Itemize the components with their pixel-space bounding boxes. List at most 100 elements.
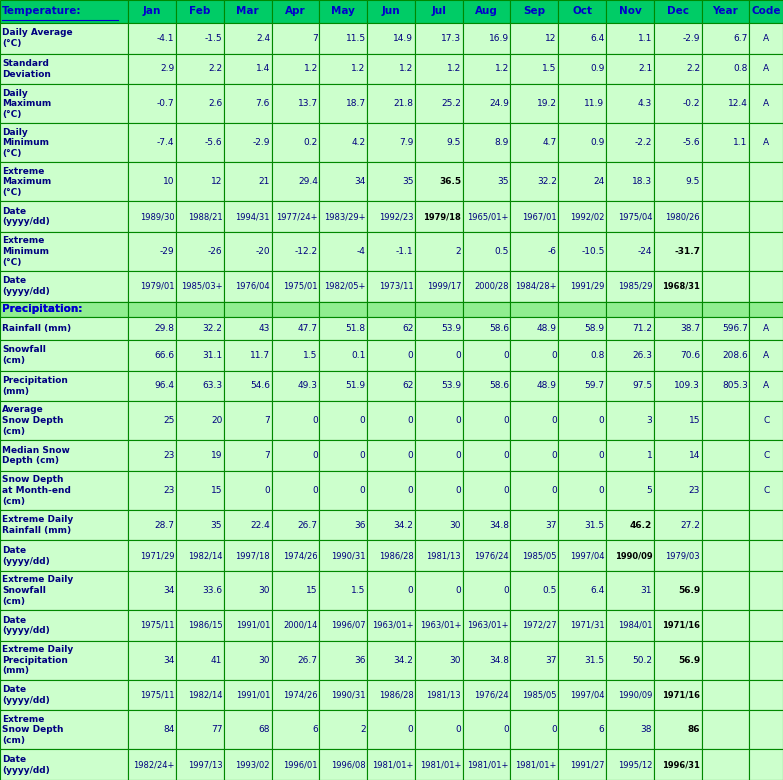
Bar bbox=[654, 401, 702, 440]
Bar bbox=[749, 541, 783, 571]
Bar bbox=[415, 640, 463, 679]
Text: 1982/14: 1982/14 bbox=[188, 690, 222, 700]
Text: 1989/30: 1989/30 bbox=[140, 212, 175, 221]
Text: 1983/29+: 1983/29+ bbox=[324, 212, 366, 221]
Bar bbox=[272, 123, 319, 162]
Text: 1996/31: 1996/31 bbox=[662, 760, 700, 769]
Text: 1995/12: 1995/12 bbox=[618, 760, 652, 769]
Bar bbox=[128, 750, 176, 780]
Text: 0.5: 0.5 bbox=[495, 247, 509, 256]
Bar bbox=[606, 302, 654, 317]
Text: 1992/02: 1992/02 bbox=[570, 212, 604, 221]
Bar bbox=[511, 640, 558, 679]
Bar bbox=[606, 271, 654, 302]
Bar bbox=[0, 271, 128, 302]
Bar bbox=[654, 370, 702, 401]
Text: 1994/31: 1994/31 bbox=[236, 212, 270, 221]
Text: Date
(yyyy/dd): Date (yyyy/dd) bbox=[2, 276, 50, 296]
Bar bbox=[0, 370, 128, 401]
Bar bbox=[654, 471, 702, 510]
Text: 1.2: 1.2 bbox=[352, 65, 366, 73]
Bar bbox=[558, 440, 606, 471]
Text: 1963/01+: 1963/01+ bbox=[372, 621, 413, 630]
Bar bbox=[463, 640, 511, 679]
Bar bbox=[224, 317, 272, 340]
Bar bbox=[654, 162, 702, 201]
Text: 4.2: 4.2 bbox=[352, 138, 366, 147]
Bar bbox=[702, 750, 749, 780]
Bar bbox=[654, 711, 702, 750]
Text: 1981/13: 1981/13 bbox=[427, 551, 461, 560]
Text: Rainfall (mm): Rainfall (mm) bbox=[2, 324, 71, 333]
Text: 1991/27: 1991/27 bbox=[570, 760, 604, 769]
Text: 30: 30 bbox=[449, 656, 461, 665]
Bar bbox=[415, 679, 463, 711]
Text: 0: 0 bbox=[503, 417, 509, 425]
Text: Date
(yyyy/dd): Date (yyyy/dd) bbox=[2, 755, 50, 775]
Bar bbox=[176, 23, 224, 54]
Text: Daily
Maximum
(°C): Daily Maximum (°C) bbox=[2, 88, 52, 119]
Text: Year: Year bbox=[713, 6, 738, 16]
Text: 14.9: 14.9 bbox=[393, 34, 413, 43]
Bar bbox=[463, 340, 511, 370]
Bar bbox=[558, 640, 606, 679]
Text: 23: 23 bbox=[163, 486, 175, 495]
Bar bbox=[0, 541, 128, 571]
Text: 2000/14: 2000/14 bbox=[283, 621, 318, 630]
Text: 51.8: 51.8 bbox=[345, 324, 366, 333]
Text: 1967/01: 1967/01 bbox=[522, 212, 557, 221]
Bar bbox=[749, 471, 783, 510]
Bar bbox=[749, 640, 783, 679]
Text: 18.3: 18.3 bbox=[632, 177, 652, 186]
Text: 7: 7 bbox=[265, 451, 270, 460]
Text: 1981/01+: 1981/01+ bbox=[420, 760, 461, 769]
Text: 0: 0 bbox=[456, 586, 461, 595]
Bar bbox=[558, 232, 606, 271]
Bar bbox=[702, 0, 749, 23]
Bar bbox=[702, 302, 749, 317]
Bar bbox=[415, 510, 463, 541]
Bar bbox=[511, 610, 558, 640]
Text: 48.9: 48.9 bbox=[536, 324, 557, 333]
Text: 0: 0 bbox=[503, 486, 509, 495]
Text: A: A bbox=[763, 34, 769, 43]
Text: -2.9: -2.9 bbox=[683, 34, 700, 43]
Bar bbox=[558, 571, 606, 610]
Bar bbox=[415, 750, 463, 780]
Text: -4.1: -4.1 bbox=[157, 34, 175, 43]
Text: 1996/01: 1996/01 bbox=[283, 760, 318, 769]
Text: 2.4: 2.4 bbox=[256, 34, 270, 43]
Bar bbox=[558, 0, 606, 23]
Bar bbox=[0, 340, 128, 370]
Text: 58.9: 58.9 bbox=[584, 324, 604, 333]
Bar bbox=[749, 571, 783, 610]
Text: C: C bbox=[763, 451, 770, 460]
Text: 1985/29: 1985/29 bbox=[618, 282, 652, 291]
Bar bbox=[463, 162, 511, 201]
Bar bbox=[511, 401, 558, 440]
Bar bbox=[224, 679, 272, 711]
Bar bbox=[367, 302, 415, 317]
Bar bbox=[224, 571, 272, 610]
Bar bbox=[176, 54, 224, 84]
Bar bbox=[176, 711, 224, 750]
Text: -6: -6 bbox=[548, 247, 557, 256]
Text: 6.4: 6.4 bbox=[590, 34, 604, 43]
Bar bbox=[0, 510, 128, 541]
Bar bbox=[415, 440, 463, 471]
Text: 2.9: 2.9 bbox=[161, 65, 175, 73]
Text: 1993/02: 1993/02 bbox=[236, 760, 270, 769]
Bar bbox=[176, 340, 224, 370]
Text: Average
Snow Depth
(cm): Average Snow Depth (cm) bbox=[2, 406, 64, 436]
Bar bbox=[606, 640, 654, 679]
Text: 1990/09: 1990/09 bbox=[618, 690, 652, 700]
Text: 1979/01: 1979/01 bbox=[140, 282, 175, 291]
Text: 47.7: 47.7 bbox=[298, 324, 318, 333]
Text: 1972/27: 1972/27 bbox=[522, 621, 557, 630]
Text: Mar: Mar bbox=[236, 6, 259, 16]
Text: 0.2: 0.2 bbox=[304, 138, 318, 147]
Bar bbox=[415, 541, 463, 571]
Bar bbox=[367, 401, 415, 440]
Text: -7.4: -7.4 bbox=[157, 138, 175, 147]
Text: 1976/04: 1976/04 bbox=[236, 282, 270, 291]
